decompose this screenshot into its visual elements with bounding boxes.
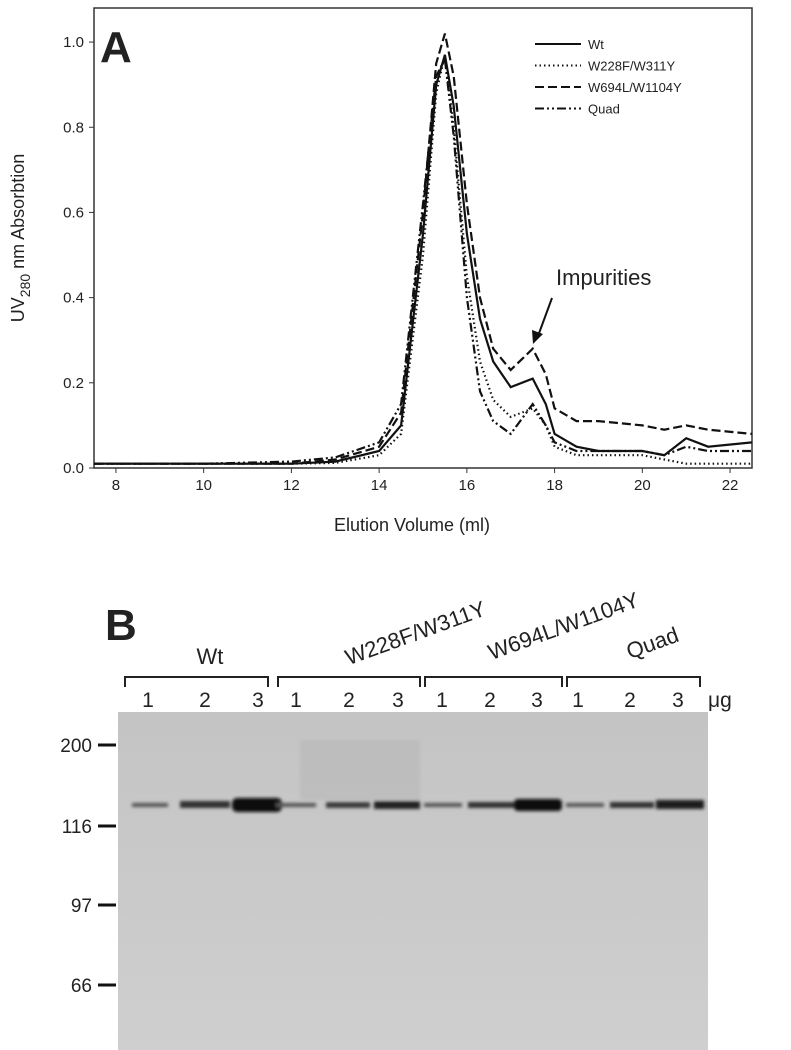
marker-label: 200 — [60, 736, 92, 757]
lane-label: 2 — [484, 689, 496, 712]
x-tick-label: 12 — [283, 477, 300, 494]
band — [656, 800, 704, 809]
lane-label: 3 — [392, 689, 404, 712]
lane-label: 1 — [572, 689, 584, 712]
band — [276, 803, 316, 807]
band — [132, 803, 168, 807]
x-tick-label: 16 — [459, 477, 476, 494]
annotation: Impurities — [556, 265, 651, 290]
marker-label: 66 — [71, 976, 92, 997]
unit-label: μg — [708, 689, 732, 712]
smear — [300, 740, 420, 800]
legend-label: Wt — [588, 37, 604, 52]
band — [424, 803, 462, 807]
band — [326, 802, 370, 808]
lane-bracket — [277, 676, 421, 687]
line-series — [94, 55, 752, 465]
lane-bracket — [124, 676, 269, 687]
group-label: W228F/W311Y — [342, 596, 489, 670]
panel-b: B Wt 1 2 3 W228F/W311Y 1 2 3 W694L/W1104Y 1 2 3 Quad… — [60, 587, 732, 1050]
x-tick-label: 20 — [634, 477, 651, 494]
gel-bands — [132, 740, 704, 812]
lane-label: 2 — [624, 689, 636, 712]
arrow-head — [532, 330, 543, 344]
y-tick-label: 0.4 — [63, 290, 84, 307]
group-label: Quad — [623, 622, 682, 664]
x-axis-label: Elution Volume (ml) — [334, 515, 490, 535]
band — [180, 801, 230, 808]
y-tick-label: 0.8 — [63, 119, 84, 136]
y-axis-label: UV280 nm Absorbtion — [8, 154, 33, 322]
lane-label: 1 — [290, 689, 302, 712]
band — [374, 801, 420, 809]
marker-label: 116 — [62, 817, 92, 838]
band — [468, 802, 514, 808]
panel-letter: B — [105, 601, 137, 650]
lane-label: 3 — [672, 689, 684, 712]
line-series — [94, 54, 753, 465]
x-tick-label: 10 — [195, 477, 212, 494]
line-series — [94, 33, 753, 465]
lane-label: 3 — [252, 689, 264, 712]
lane-bracket — [566, 676, 701, 687]
legend-label: W694L/W1104Y — [588, 80, 682, 95]
group-label: W694L/W1104Y — [485, 587, 643, 665]
x-tick-label: 18 — [546, 477, 563, 494]
plot-frame — [93, 7, 753, 469]
y-label-part: UV — [8, 297, 28, 322]
lane-label: 2 — [199, 689, 211, 712]
annotation-arrow — [537, 297, 553, 337]
y-label-sub: 280 — [17, 274, 33, 298]
band — [514, 799, 562, 811]
y-tick-label: 0.0 — [63, 460, 84, 477]
legend-label: W228F/W311Y — [588, 59, 676, 74]
panel-a: A Elution Volume (ml) UV280 nm Absorbtion… — [8, 7, 753, 535]
lane-label: 3 — [531, 689, 543, 712]
band — [232, 798, 282, 812]
x-tick-label: 22 — [722, 477, 739, 494]
band — [610, 802, 654, 808]
y-tick-label: 0.2 — [63, 375, 84, 392]
panel-letter: A — [100, 23, 132, 72]
x-tick-label: 14 — [371, 477, 388, 494]
lane-label: 1 — [436, 689, 448, 712]
x-tick-label: 8 — [112, 477, 120, 494]
group-label: Wt — [197, 644, 224, 669]
lane-bracket — [424, 676, 563, 687]
y-tick-label: 1.0 — [63, 34, 84, 51]
y-label-part: nm Absorbtion — [8, 154, 28, 269]
legend-label: Quad — [588, 102, 620, 117]
lane-label: 2 — [343, 689, 355, 712]
marker-label: 97 — [71, 896, 92, 917]
line-series — [94, 54, 752, 465]
band — [566, 803, 604, 807]
y-tick-label: 0.6 — [63, 204, 84, 221]
lane-label: 1 — [142, 689, 154, 712]
